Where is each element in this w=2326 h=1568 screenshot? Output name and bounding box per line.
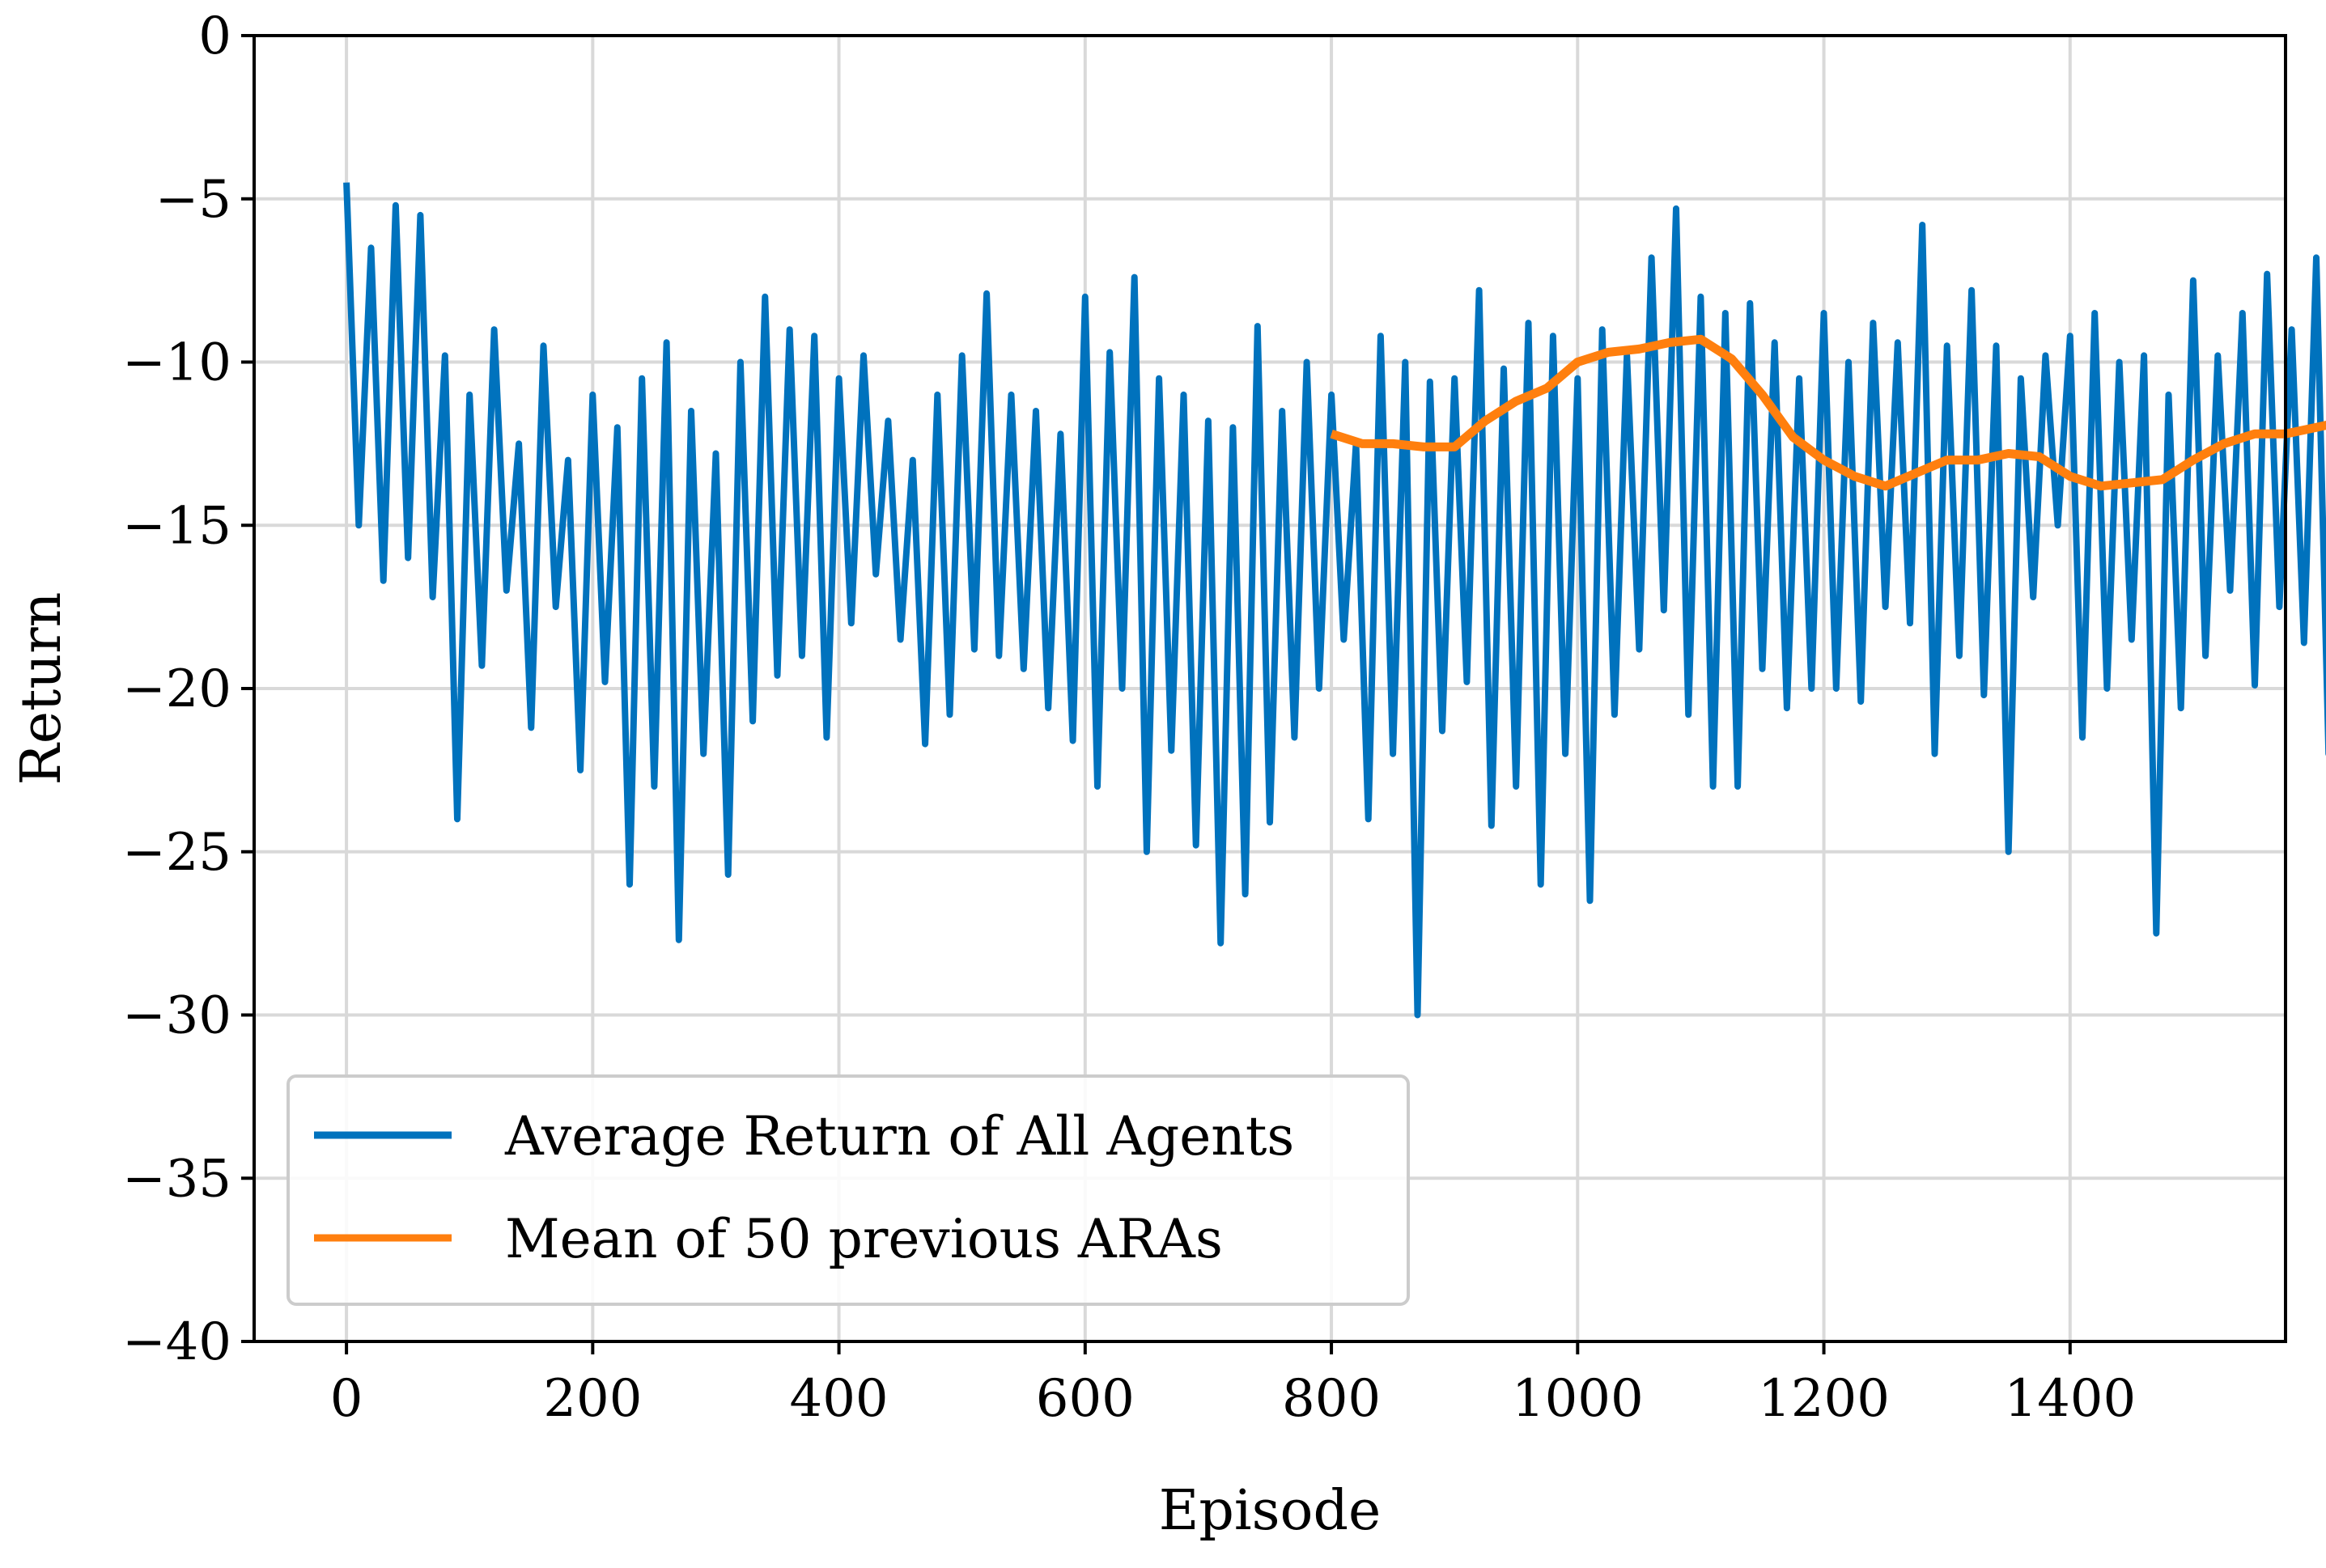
x-tick-label: 1400 (2004, 1369, 2136, 1429)
y-tick-label: −10 (122, 333, 231, 393)
y-tick-label: −15 (122, 496, 231, 556)
legend: Average Return of All Agents Mean of 50 … (287, 1074, 1410, 1306)
legend-box (287, 1074, 1410, 1306)
y-tick-label: −20 (122, 659, 231, 719)
x-tick-label: 600 (1036, 1369, 1135, 1429)
x-tick-label: 400 (789, 1369, 888, 1429)
series-lines (343, 182, 2326, 1019)
x-tick-label: 1000 (1512, 1369, 1644, 1429)
x-axis: 0 200 400 600 800 1000 1200 1400 (330, 1341, 2136, 1429)
series-line-1 (1330, 334, 2326, 491)
y-tick-label: −5 (155, 170, 231, 230)
x-axis-title: Episode (1159, 1479, 1382, 1543)
y-tick-label: −25 (122, 823, 231, 883)
y-tick-label: −30 (122, 986, 231, 1046)
x-tick-label: 800 (1282, 1369, 1381, 1429)
y-tick-label: −40 (122, 1312, 231, 1372)
x-tick-label: 1200 (1758, 1369, 1890, 1429)
y-axis: 0 −5 −10 −15 −20 −25 −30 −35 −40 (122, 6, 254, 1372)
x-tick-label: 200 (543, 1369, 642, 1429)
legend-label-mean-50: Mean of 50 previous ARAs (505, 1208, 1223, 1270)
y-tick-label: −35 (122, 1149, 231, 1209)
x-tick-label: 0 (330, 1369, 363, 1429)
y-axis-title: Return (10, 592, 74, 786)
y-tick-label: 0 (198, 6, 231, 66)
series-line-0 (343, 182, 2326, 1019)
legend-label-average-return: Average Return of All Agents (504, 1105, 1294, 1168)
